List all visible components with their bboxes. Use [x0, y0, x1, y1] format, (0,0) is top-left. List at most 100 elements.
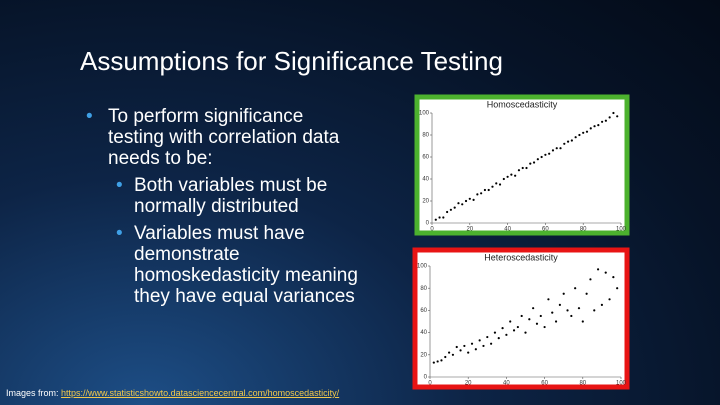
point [536, 158, 539, 161]
point [495, 182, 498, 185]
point [474, 348, 477, 351]
y-tick-label: 0 [426, 221, 430, 227]
point [476, 193, 479, 196]
point [543, 325, 546, 329]
point [555, 147, 558, 150]
x-tick-label: 20 [465, 381, 472, 387]
point [582, 131, 585, 134]
point [432, 361, 435, 364]
point [516, 325, 519, 329]
point [566, 140, 570, 143]
x-tick-label: 0 [430, 227, 434, 233]
point [444, 355, 447, 359]
y-tick-label: 40 [420, 330, 427, 336]
chart-title: Homoscedasticity [487, 99, 558, 109]
point [577, 307, 581, 310]
point [502, 177, 505, 181]
point [486, 335, 489, 339]
point [551, 311, 554, 314]
point [434, 218, 437, 221]
sub-bullet: Both variables must be normally distribu… [108, 175, 378, 217]
y-tick-label: 60 [420, 308, 427, 314]
point [440, 359, 443, 362]
point [581, 320, 584, 323]
x-tick-label: 60 [542, 227, 549, 233]
point [470, 342, 474, 345]
point [544, 153, 547, 156]
point [468, 197, 471, 200]
point [448, 351, 451, 354]
point [612, 111, 615, 115]
point [459, 349, 462, 352]
point [453, 206, 456, 209]
point [604, 119, 607, 122]
point [442, 216, 445, 219]
point [597, 124, 600, 127]
bullet-list: To perform significance testing with cor… [78, 106, 378, 307]
point [616, 287, 619, 290]
point [566, 309, 569, 312]
point [604, 271, 607, 274]
y-tick-label: 20 [420, 352, 427, 358]
point [478, 339, 481, 342]
x-tick-label: 100 [616, 227, 627, 233]
source-link[interactable]: https://www.statisticshowto.datasciencec… [61, 388, 340, 398]
point [521, 166, 524, 170]
point [540, 155, 543, 159]
footer-prefix: Images from: [6, 388, 59, 398]
point [574, 136, 577, 139]
bullet: To perform significance testing with cor… [78, 106, 378, 307]
point [563, 142, 566, 145]
point [512, 329, 516, 332]
point [498, 183, 502, 186]
point [449, 208, 452, 211]
point [601, 120, 604, 123]
sub-list: Both variables must be normally distribu… [108, 175, 378, 307]
point [593, 125, 596, 128]
point [451, 353, 455, 356]
point [524, 331, 527, 334]
point [525, 166, 528, 170]
point [608, 298, 611, 301]
y-tick-label: 0 [424, 375, 428, 381]
point [464, 199, 468, 203]
point [514, 174, 517, 177]
image-frame [412, 247, 630, 390]
point [510, 173, 513, 176]
point [551, 149, 555, 152]
y-tick-label: 60 [422, 155, 429, 161]
point [501, 327, 504, 330]
y-tick-label: 100 [417, 264, 428, 270]
point [480, 192, 483, 195]
point [457, 202, 460, 205]
point [490, 342, 493, 345]
x-tick-label: 20 [466, 227, 473, 233]
point [506, 175, 509, 178]
point [608, 116, 611, 119]
point [491, 185, 494, 188]
point [570, 314, 573, 318]
point [616, 115, 619, 118]
slide-title: Assumptions for Significance Testing [80, 46, 503, 76]
point [529, 162, 532, 165]
point [483, 188, 487, 192]
point [574, 287, 577, 290]
y-tick-label: 100 [419, 111, 430, 117]
point [532, 307, 535, 310]
y-tick-label: 80 [422, 133, 429, 139]
point [558, 303, 561, 306]
point [463, 344, 466, 348]
point [493, 331, 497, 334]
y-tick-label: 40 [422, 177, 429, 183]
x-tick-label: 100 [616, 381, 627, 387]
x-tick-label: 0 [428, 381, 432, 387]
point [461, 203, 464, 206]
point [547, 298, 550, 301]
y-tick-label: 20 [422, 199, 429, 205]
bullet-text: To perform significance testing with cor… [108, 106, 340, 169]
point [600, 303, 604, 306]
point [436, 360, 439, 363]
point [509, 320, 512, 323]
